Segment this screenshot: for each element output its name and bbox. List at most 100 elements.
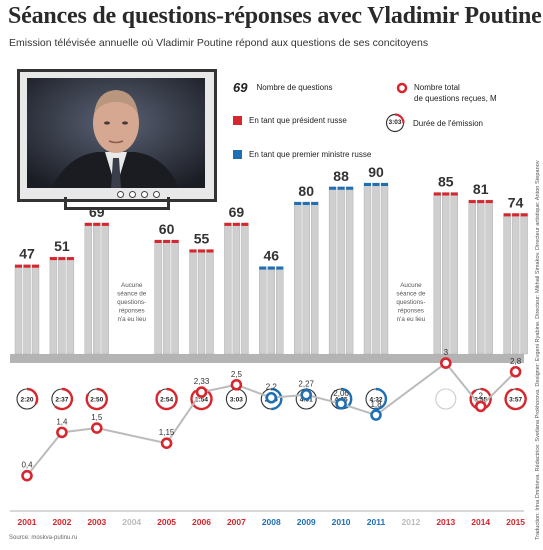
total-questions-point bbox=[474, 400, 487, 413]
total-questions-point bbox=[509, 365, 522, 378]
tv-button-icon bbox=[141, 191, 148, 198]
year-label: 2004 bbox=[122, 517, 141, 527]
question-stack-bar bbox=[511, 213, 520, 355]
total-questions-label: 1,15 bbox=[159, 428, 175, 437]
duration-arc bbox=[271, 387, 283, 411]
question-count-label: 46 bbox=[264, 248, 280, 264]
question-stack-bar bbox=[267, 266, 275, 355]
question-stack-bar bbox=[442, 192, 450, 355]
year-label: 2015 bbox=[506, 517, 525, 527]
bar-cap bbox=[23, 264, 31, 268]
duration-label: 3:57 bbox=[509, 397, 522, 404]
question-stack-bar bbox=[31, 264, 40, 355]
question-stack-bar bbox=[197, 249, 206, 355]
question-stack-bar bbox=[485, 199, 493, 355]
total-questions-point bbox=[300, 388, 313, 401]
bar-cap bbox=[15, 264, 22, 268]
bar-cap bbox=[485, 200, 493, 204]
total-questions-point bbox=[370, 409, 382, 421]
pm-swatch bbox=[233, 150, 242, 159]
tv-button-icon bbox=[153, 191, 160, 198]
question-stack-bar bbox=[337, 186, 345, 355]
legend-question-count: 69 Nombre de questions bbox=[233, 80, 333, 95]
question-stack-bar bbox=[171, 239, 179, 355]
question-count-label: 69 bbox=[229, 204, 245, 220]
total-questions-point bbox=[439, 357, 452, 369]
question-stack-bar bbox=[58, 256, 66, 355]
bar-cap bbox=[477, 200, 485, 204]
total-questions-label: 2,06 bbox=[333, 389, 349, 398]
year-label: 2012 bbox=[401, 517, 420, 527]
no-session-note: questions- bbox=[117, 299, 146, 306]
bar-cap bbox=[512, 213, 520, 217]
bar-cap bbox=[232, 222, 240, 226]
question-stack-bar bbox=[380, 182, 389, 355]
legend-duration-sample: 3:03 bbox=[388, 119, 402, 126]
duration-label: 3:03 bbox=[230, 397, 243, 404]
bar-cap bbox=[267, 266, 275, 270]
year-label: 2011 bbox=[367, 517, 386, 527]
legend-pm-label: En tant que premier ministre russe bbox=[249, 150, 372, 159]
legend-duration-label: Durée de l'émission bbox=[413, 118, 484, 128]
clock-icon: 3:03 bbox=[385, 113, 405, 133]
bar-cap bbox=[433, 192, 441, 196]
bar-cap bbox=[259, 266, 267, 270]
question-stack-bar bbox=[101, 222, 110, 355]
question-stack-bar bbox=[259, 266, 267, 355]
question-stack-bar bbox=[206, 249, 214, 355]
no-session-note: réponses bbox=[398, 308, 424, 315]
duration-label: 2:20 bbox=[20, 397, 33, 404]
question-count-label: 69 bbox=[89, 204, 105, 220]
question-stack-bar bbox=[66, 256, 75, 355]
year-label: 2008 bbox=[262, 517, 281, 527]
year-label: 2013 bbox=[436, 517, 455, 527]
question-stack-bar bbox=[328, 186, 337, 355]
duration-label: 3:55 bbox=[474, 397, 487, 404]
duration-arc bbox=[26, 387, 39, 405]
question-count-label: 55 bbox=[194, 231, 210, 247]
bar-cap bbox=[32, 264, 39, 268]
question-stack-bar bbox=[84, 222, 93, 355]
bar-cap bbox=[520, 213, 528, 217]
total-questions-point bbox=[56, 426, 68, 439]
portrait-image bbox=[27, 78, 205, 188]
question-stack-bar bbox=[477, 199, 485, 355]
question-stack-bar bbox=[189, 249, 197, 355]
bar-cap bbox=[66, 257, 74, 261]
no-session-note: séance de bbox=[117, 291, 147, 298]
question-count-label: 90 bbox=[368, 164, 384, 180]
year-label: 2007 bbox=[227, 517, 246, 527]
year-label: 2006 bbox=[192, 517, 211, 527]
duration-arc bbox=[85, 387, 108, 411]
legend-count-label: Nombre de questions bbox=[256, 83, 333, 92]
tv-button-icon bbox=[117, 191, 124, 198]
question-count-label: 51 bbox=[54, 238, 70, 254]
bar-cap bbox=[49, 257, 57, 261]
bar-cap bbox=[163, 240, 171, 243]
bar-cap bbox=[171, 240, 179, 243]
bar-cap bbox=[198, 249, 205, 253]
question-stack-bar bbox=[162, 239, 171, 355]
bar-cap bbox=[372, 183, 380, 186]
legend-count-sample: 69 bbox=[233, 80, 248, 95]
duration-arc bbox=[155, 387, 178, 411]
total-questions-point bbox=[195, 386, 208, 398]
bar-cap bbox=[364, 183, 371, 186]
total-questions-label: 2,8 bbox=[510, 357, 522, 366]
question-stack-bar bbox=[276, 266, 284, 355]
legend-president: En tant que président russe bbox=[233, 116, 347, 125]
ring-marker-icon bbox=[396, 82, 408, 94]
bar-cap bbox=[381, 183, 388, 186]
source-note: Source: moskva-putinu.ru bbox=[9, 535, 78, 541]
question-count-label: 74 bbox=[508, 194, 524, 210]
bar-cap bbox=[206, 249, 214, 253]
bar-cap bbox=[503, 213, 511, 217]
total-questions-point bbox=[21, 469, 33, 482]
no-session-note: questions- bbox=[396, 299, 425, 306]
year-label: 2005 bbox=[157, 517, 176, 527]
legend-prime-minister: En tant que premier ministre russe bbox=[233, 150, 371, 159]
bar-cap bbox=[337, 186, 345, 190]
total-questions-label: 2,5 bbox=[231, 370, 243, 379]
bar-cap bbox=[154, 240, 162, 243]
